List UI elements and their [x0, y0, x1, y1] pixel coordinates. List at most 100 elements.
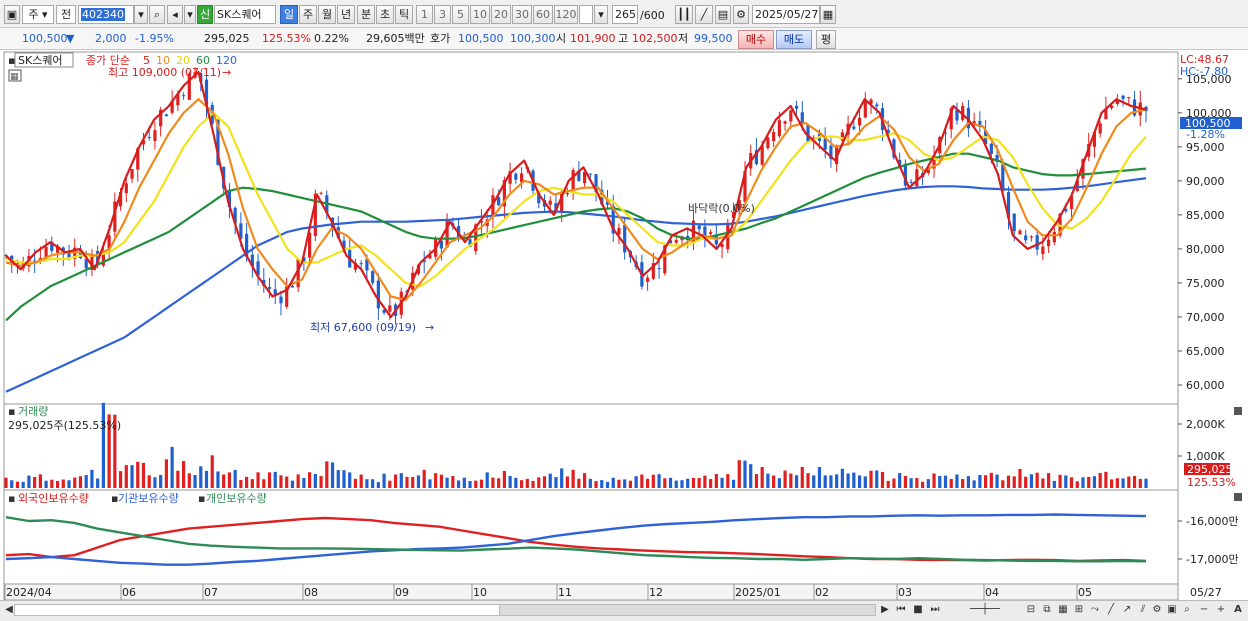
period-main-select[interactable]: 주 ▾	[22, 5, 54, 24]
tab-minute[interactable]: 분	[357, 5, 375, 24]
volume-bar	[405, 476, 409, 488]
search-icon[interactable]: ⌕	[149, 5, 165, 24]
count-value: 265	[615, 8, 636, 21]
draw-arrow-icon[interactable]: ↗	[1122, 604, 1132, 615]
interval-30[interactable]: 30	[512, 5, 532, 24]
interval-5[interactable]: 5	[452, 5, 469, 24]
scroll-thumb[interactable]	[499, 605, 875, 615]
table-toggle-icon[interactable]	[8, 69, 22, 82]
volume-bar	[760, 467, 764, 488]
tab-minute-label: 분	[360, 8, 372, 21]
volume-bar	[754, 474, 759, 488]
layout-split-icon[interactable]: ⊟	[1026, 604, 1036, 615]
volume-bar	[772, 475, 776, 488]
font-size-icon[interactable]: A	[1234, 604, 1242, 615]
volume-bar	[136, 461, 140, 488]
interval-3[interactable]: 3	[434, 5, 451, 24]
interval-60[interactable]: 60	[533, 5, 553, 24]
settings-icon[interactable]: ⚙	[1152, 604, 1162, 615]
fibonacci-icon[interactable]: ⫽	[1140, 604, 1146, 615]
zoom-out-icon[interactable]: −	[1199, 604, 1209, 615]
prev-select[interactable]: 전	[56, 5, 76, 24]
tab-year[interactable]: 년	[337, 5, 355, 24]
candle-body	[760, 145, 764, 165]
tile-icon[interactable]: ▦	[1058, 604, 1068, 615]
volume-bar	[949, 478, 953, 488]
scroll-left-icon[interactable]: ◀	[5, 604, 13, 615]
volume-bar	[147, 475, 151, 488]
draw-line-icon[interactable]: ╱	[1107, 604, 1115, 615]
tab-tick-label: 틱	[398, 8, 410, 21]
volume-bar	[193, 475, 197, 488]
volume-bar	[279, 475, 283, 488]
tab-tick[interactable]: 틱	[395, 5, 413, 24]
list-icon[interactable]: ▾	[184, 5, 196, 24]
interval-1[interactable]: 1	[416, 5, 433, 24]
layout-icon[interactable]: ▣	[4, 5, 20, 24]
tab-week[interactable]: 주	[299, 5, 317, 24]
candle-body	[216, 119, 220, 165]
candle-body	[1075, 180, 1079, 191]
rewind-icon[interactable]: ⏮	[896, 604, 906, 615]
legend-stock-name: SK스퀘어	[18, 54, 63, 67]
interval-custom-input[interactable]	[579, 5, 593, 24]
candle-body	[926, 167, 930, 173]
candle-body	[537, 192, 541, 204]
chart-type-icon[interactable]: ┃┃	[675, 5, 693, 24]
volume-icon[interactable]: ◂	[167, 5, 183, 24]
image-icon[interactable]: ▣	[1167, 604, 1177, 615]
draw-tool-icon[interactable]: ╱	[695, 5, 713, 24]
tab-second[interactable]: 초	[376, 5, 394, 24]
stop-icon[interactable]: ■	[913, 604, 923, 615]
volume-bar	[330, 462, 335, 488]
volume-bar	[468, 481, 472, 488]
volume-bar	[663, 478, 667, 488]
zoom-slider-icon[interactable]: ──┼──	[969, 604, 1001, 615]
layout-copy-icon[interactable]: ⧉	[1043, 604, 1051, 615]
grid-icon[interactable]: ⊞	[1074, 604, 1084, 615]
volume-tag-bg	[1184, 463, 1230, 475]
magnifier-icon[interactable]: ⌕	[1184, 604, 1190, 615]
tab-month[interactable]: 월	[318, 5, 336, 24]
code-input[interactable]: 402340	[78, 5, 134, 24]
legend-name-box[interactable]	[14, 52, 74, 68]
interval-10[interactable]: 10	[470, 5, 490, 24]
sell-button[interactable]: 매도	[776, 30, 812, 49]
trend-icon[interactable]: ⤳	[1091, 604, 1099, 615]
volume-bar	[124, 465, 128, 488]
volume-close-icon[interactable]	[1234, 407, 1242, 415]
code-dropdown-button[interactable]: ▾	[134, 5, 148, 24]
ma-20-line	[5, 111, 1147, 288]
count-input[interactable]: 265	[612, 5, 638, 24]
candle-body	[560, 194, 564, 212]
interval-dropdown[interactable]: ▾	[594, 5, 608, 24]
stock-name: SK스퀘어	[217, 8, 262, 21]
volume-bar	[4, 477, 8, 488]
volume-value: 295,025	[204, 32, 250, 45]
interval-20[interactable]: 20	[491, 5, 511, 24]
candle-body	[554, 203, 558, 211]
settings-dot-icon[interactable]: ▪	[8, 54, 15, 67]
volume-bar	[600, 480, 604, 488]
stock-name-field[interactable]: SK스퀘어	[214, 5, 276, 24]
date-input[interactable]: 2025/05/27	[752, 5, 820, 24]
holding-close-icon[interactable]	[1234, 493, 1242, 501]
buy-button[interactable]: 매수	[738, 30, 774, 49]
interval-120[interactable]: 120	[554, 5, 578, 24]
volume-bar	[27, 475, 31, 488]
down-arrow-icon: ▼	[66, 32, 75, 45]
volume-bar	[456, 480, 461, 488]
tab-year-label: 년	[340, 8, 352, 21]
forward-icon[interactable]: ⏭	[930, 604, 940, 615]
horizontal-scrollbar[interactable]	[14, 604, 876, 616]
gear-icon[interactable]: ⚙	[733, 5, 749, 24]
save-icon[interactable]: ▤	[715, 5, 731, 24]
volume-bar	[514, 477, 518, 488]
scroll-right-icon[interactable]: ▶	[881, 604, 889, 615]
avg-button[interactable]: 평	[816, 30, 836, 49]
zoom-in-icon[interactable]: +	[1216, 604, 1226, 615]
calendar-icon[interactable]: ▦	[820, 5, 836, 24]
sin-button[interactable]: 신	[197, 5, 213, 24]
tab-day[interactable]: 일	[280, 5, 298, 24]
